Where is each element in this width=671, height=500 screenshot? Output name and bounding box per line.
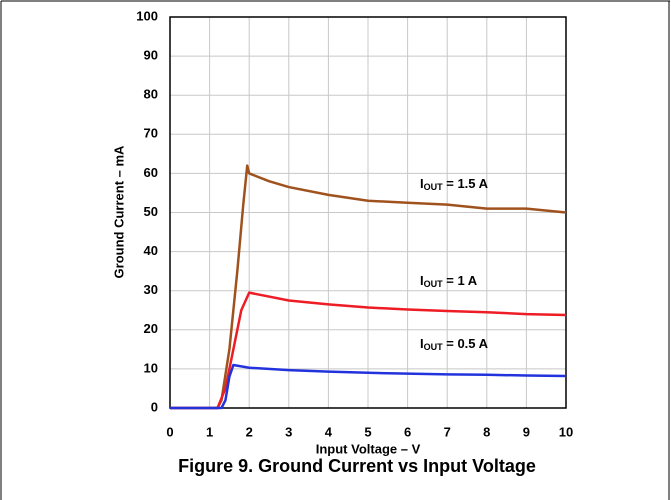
x-tick-label: 5	[364, 424, 371, 439]
y-tick-label: 20	[144, 321, 158, 336]
x-tick-label: 6	[404, 424, 411, 439]
data-line	[170, 291, 567, 410]
series-label-part: = 1.5 A	[443, 176, 489, 191]
series-label-part: = 1 A	[443, 273, 478, 288]
x-tick-label: 3	[285, 424, 292, 439]
series-label: IOUT = 0.5 A	[420, 336, 489, 352]
x-tick-label: 8	[483, 424, 490, 439]
series-label-part: I	[420, 176, 424, 191]
x-tick-label: 0	[166, 424, 173, 439]
x-axis-label: Input Voltage – V	[316, 441, 421, 456]
x-tick-label: 9	[523, 424, 530, 439]
x-tick-label: 2	[246, 424, 253, 439]
series-label: IOUT = 1.5 A	[420, 176, 489, 192]
chart-title: Figure 9. Ground Current vs Input Voltag…	[178, 456, 536, 476]
y-tick-label: 100	[136, 8, 158, 23]
series-label-part: OUT	[424, 279, 444, 289]
y-tick-label: 30	[144, 282, 158, 297]
y-tick-label: 0	[151, 399, 158, 414]
data-line	[170, 363, 567, 410]
series-label-part: OUT	[424, 182, 444, 192]
y-tick-label: 90	[144, 48, 158, 63]
series-label-part: = 0.5 A	[443, 336, 489, 351]
y-tick-label: 80	[144, 87, 158, 102]
series-label-part: OUT	[424, 342, 444, 352]
series-label-part: I	[420, 273, 424, 288]
y-axis-label: Ground Current – mA	[111, 145, 126, 279]
y-tick-label: 50	[144, 204, 158, 219]
y-tick-label: 10	[144, 360, 158, 375]
series-label: IOUT = 1 A	[420, 273, 478, 289]
x-tick-label: 7	[444, 424, 451, 439]
series-label-part: I	[420, 336, 424, 351]
x-tick-label: 10	[559, 424, 573, 439]
x-tick-label: 4	[325, 424, 333, 439]
x-tick-label: 1	[206, 424, 213, 439]
data-line	[170, 164, 567, 410]
y-tick-label: 40	[144, 243, 158, 258]
y-tick-label: 60	[144, 165, 158, 180]
y-tick-label: 70	[144, 126, 158, 141]
